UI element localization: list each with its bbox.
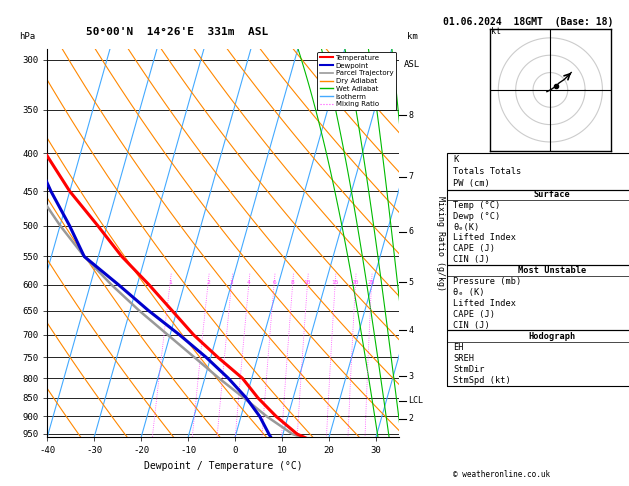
Text: © weatheronline.co.uk: © weatheronline.co.uk	[453, 469, 550, 479]
Text: θₑ (K): θₑ (K)	[453, 288, 484, 297]
Text: 1: 1	[168, 280, 172, 285]
Text: ASL: ASL	[404, 60, 420, 69]
Text: StmDir: StmDir	[453, 365, 484, 374]
Text: 5: 5	[408, 278, 413, 287]
Text: 4: 4	[408, 326, 413, 335]
Text: 3: 3	[408, 372, 413, 381]
Text: 4: 4	[247, 280, 250, 285]
Text: SREH: SREH	[453, 354, 474, 363]
Text: Totals Totals: Totals Totals	[453, 167, 521, 176]
Text: EH: EH	[453, 343, 464, 352]
Text: Hodograph: Hodograph	[528, 331, 576, 341]
Text: 50°00'N  14°26'E  331m  ASL: 50°00'N 14°26'E 331m ASL	[86, 27, 269, 37]
Text: 20: 20	[352, 280, 359, 285]
Legend: Temperature, Dewpoint, Parcel Trajectory, Dry Adiabat, Wet Adiabat, Isotherm, Mi: Temperature, Dewpoint, Parcel Trajectory…	[318, 52, 396, 110]
Text: 8: 8	[291, 280, 294, 285]
Text: Lifted Index: Lifted Index	[453, 233, 516, 243]
Text: 2: 2	[206, 280, 210, 285]
Text: 2: 2	[408, 415, 413, 423]
Text: 25: 25	[368, 280, 376, 285]
Text: StmSpd (kt): StmSpd (kt)	[453, 376, 511, 385]
Text: Dewp (°C): Dewp (°C)	[453, 212, 500, 221]
Text: K: K	[453, 155, 458, 164]
Text: 8: 8	[408, 111, 413, 120]
Text: 3: 3	[230, 280, 233, 285]
Text: θₑ(K): θₑ(K)	[453, 223, 479, 232]
Text: hPa: hPa	[19, 32, 35, 41]
X-axis label: Dewpoint / Temperature (°C): Dewpoint / Temperature (°C)	[144, 461, 303, 471]
Text: PW (cm): PW (cm)	[453, 179, 489, 188]
Text: Mixing Ratio (g/kg): Mixing Ratio (g/kg)	[436, 195, 445, 291]
Text: CIN (J): CIN (J)	[453, 320, 489, 330]
Text: CIN (J): CIN (J)	[453, 255, 489, 264]
Text: CAPE (J): CAPE (J)	[453, 310, 495, 319]
Text: Pressure (mb): Pressure (mb)	[453, 277, 521, 286]
Text: LCL: LCL	[408, 396, 423, 405]
Text: kt: kt	[491, 27, 501, 36]
Text: Temp (°C): Temp (°C)	[453, 201, 500, 210]
Text: Lifted Index: Lifted Index	[453, 298, 516, 308]
Text: km: km	[406, 32, 418, 41]
Text: 6: 6	[408, 227, 413, 237]
Text: CAPE (J): CAPE (J)	[453, 244, 495, 253]
Text: 6: 6	[272, 280, 276, 285]
Text: 10: 10	[304, 280, 311, 285]
Text: Surface: Surface	[533, 191, 571, 199]
Text: 7: 7	[408, 172, 413, 181]
Text: 01.06.2024  18GMT  (Base: 18): 01.06.2024 18GMT (Base: 18)	[443, 17, 614, 27]
Text: Most Unstable: Most Unstable	[518, 266, 586, 275]
Text: 15: 15	[331, 280, 339, 285]
